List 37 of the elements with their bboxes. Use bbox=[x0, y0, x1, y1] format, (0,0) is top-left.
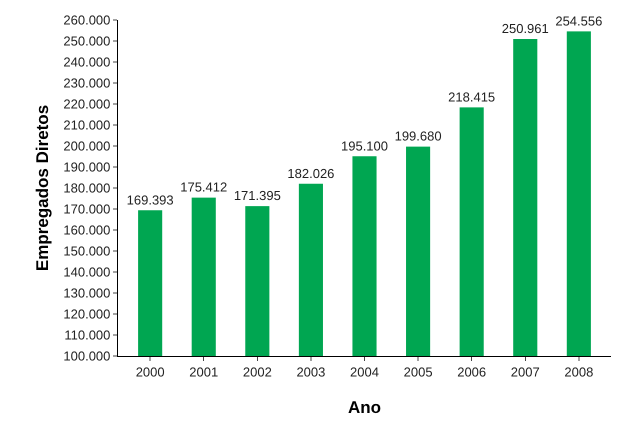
x-tick-label: 2002 bbox=[242, 364, 272, 380]
y-tick-label: 110.000 bbox=[64, 328, 110, 343]
x-tick-label: 2006 bbox=[457, 364, 486, 380]
y-tick-label: 220.000 bbox=[63, 96, 110, 112]
x-tick-label: 2004 bbox=[350, 364, 379, 380]
y-axis-title: Empregados Diretos bbox=[32, 104, 52, 272]
y-tick-label: 170.000 bbox=[63, 202, 110, 217]
y-tick-label: 210.000 bbox=[63, 118, 110, 133]
x-tick-label: 2003 bbox=[296, 364, 326, 380]
y-tick-label: 250.000 bbox=[63, 34, 110, 49]
y-tick-label: 140.000 bbox=[63, 264, 110, 280]
data-label: 254.556 bbox=[555, 13, 602, 28]
data-label: 195.100 bbox=[341, 138, 388, 154]
y-tick-label: 100.000 bbox=[63, 348, 110, 364]
x-tick-label: 2000 bbox=[136, 364, 165, 380]
x-axis-title: Ano bbox=[348, 398, 382, 417]
x-tick-label: 2005 bbox=[404, 364, 433, 380]
data-label: 199.680 bbox=[394, 128, 442, 144]
data-label: 218.415 bbox=[448, 89, 496, 104]
x-tick-label: 2001 bbox=[189, 364, 218, 380]
data-label: 182.026 bbox=[287, 166, 334, 181]
y-tick-label: 200.000 bbox=[63, 138, 110, 154]
data-label: 171.395 bbox=[234, 188, 281, 204]
y-tick-label: 160.000 bbox=[63, 222, 110, 238]
y-tick-label: 180.000 bbox=[63, 180, 110, 196]
y-tick-label: 130.000 bbox=[63, 286, 110, 301]
y-tick-label: 120.000 bbox=[63, 306, 110, 322]
data-label: 169.393 bbox=[126, 192, 174, 208]
y-tick-label: 230.000 bbox=[63, 76, 110, 91]
data-label: 250.961 bbox=[502, 20, 549, 36]
y-tick-label: 260.000 bbox=[63, 12, 110, 28]
data-label: 175.412 bbox=[180, 180, 228, 195]
y-tick-label: 150.000 bbox=[63, 244, 110, 259]
x-tick-label: 2008 bbox=[564, 364, 594, 380]
y-tick-label: 190.000 bbox=[63, 160, 110, 175]
y-tick-label: 240.000 bbox=[63, 54, 110, 70]
x-tick-label: 2007 bbox=[510, 364, 540, 380]
